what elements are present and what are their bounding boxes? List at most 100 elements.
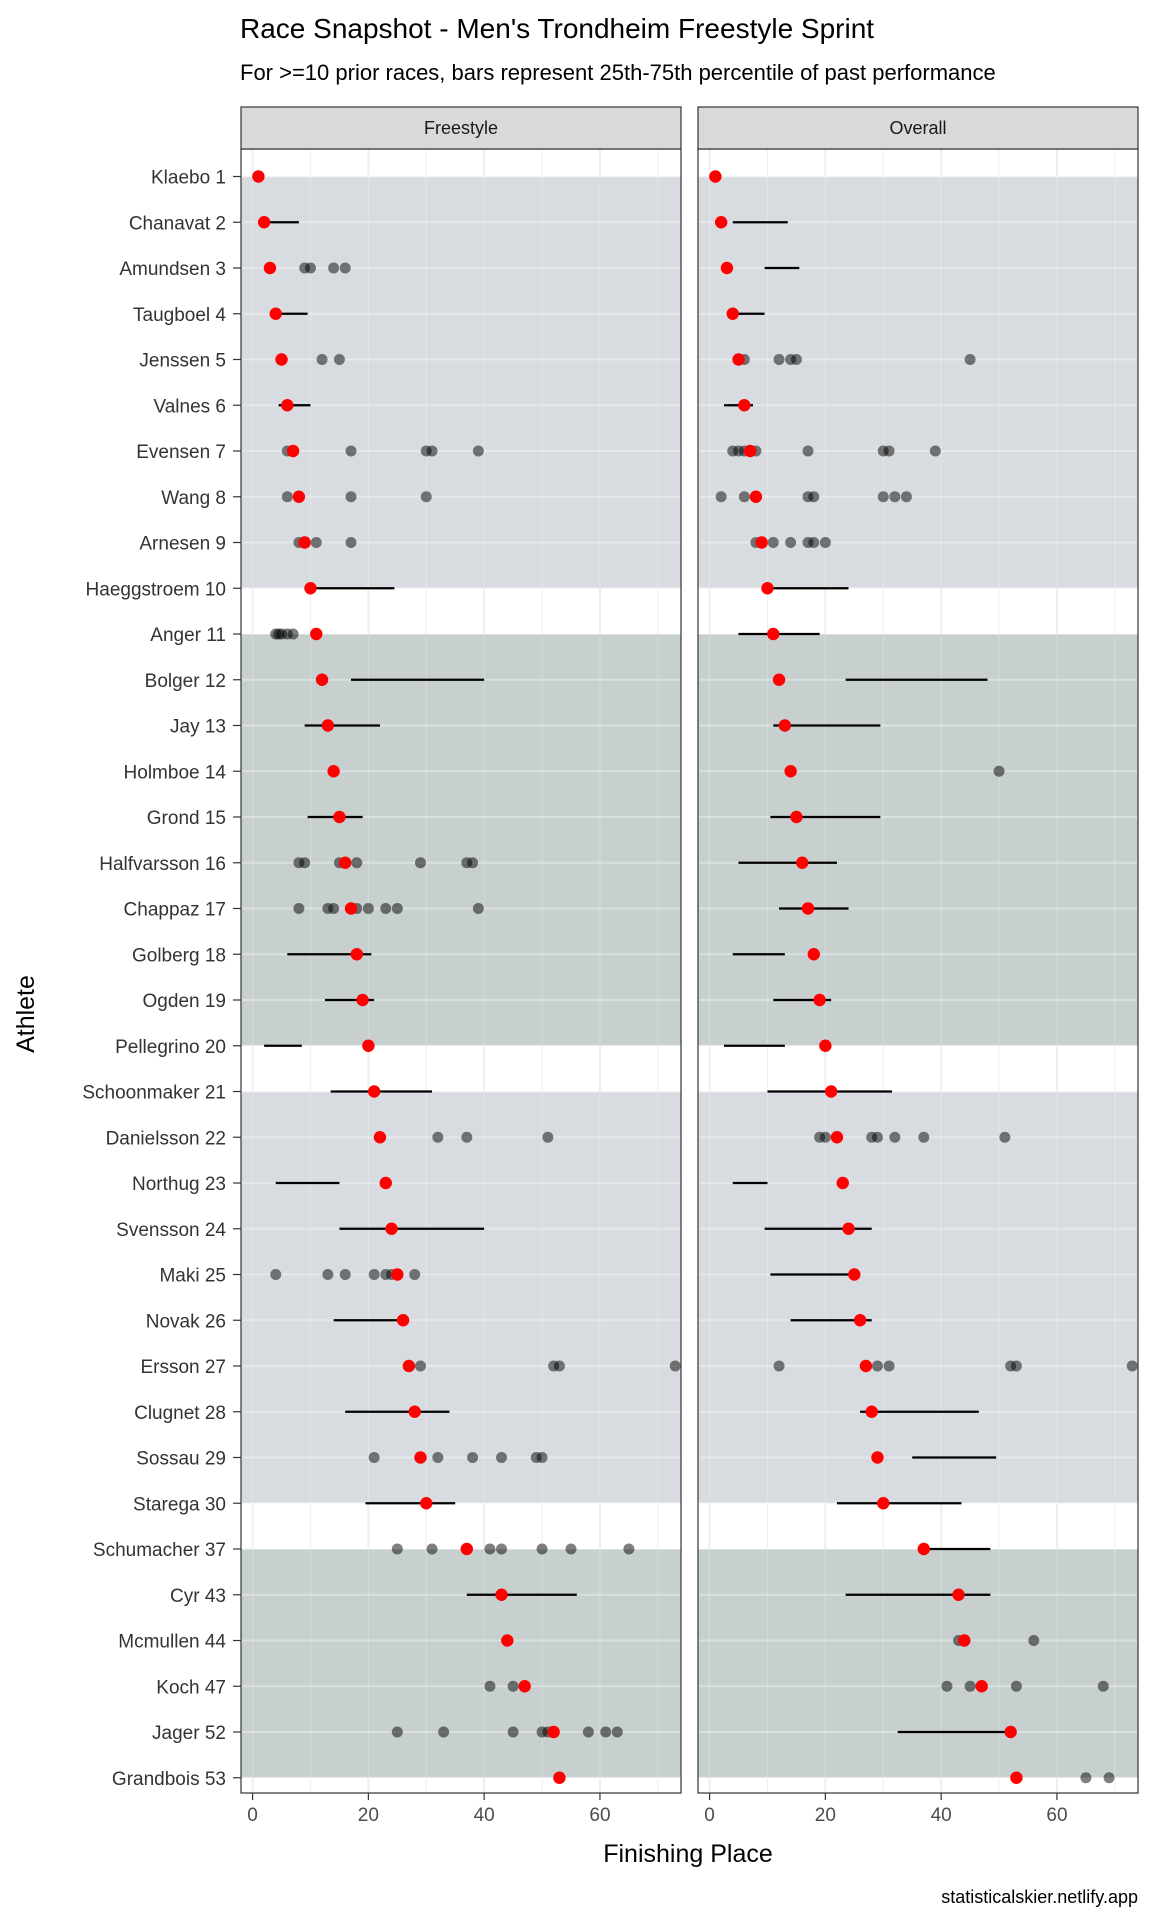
past-result-point (293, 903, 305, 914)
y-tick-label: Starega 30 (133, 1494, 226, 1515)
past-result-point (623, 1543, 635, 1555)
current-place-point (859, 1359, 873, 1373)
current-place-point (292, 490, 306, 503)
facet-strip-overall: Overall (697, 106, 1139, 150)
current-place-point (350, 948, 363, 961)
past-result-point (507, 1680, 519, 1692)
past-result-point (304, 262, 316, 274)
facet-strip-label: Overall (889, 118, 946, 138)
current-place-point (877, 1497, 890, 1510)
past-result-point (461, 1131, 473, 1143)
current-place-point (842, 1222, 855, 1235)
x-tick-label: 60 (589, 1805, 610, 1826)
current-place-point (738, 399, 751, 412)
y-tick-label: Koch 47 (156, 1677, 226, 1698)
past-result-point (351, 857, 363, 869)
past-result-point (941, 1680, 953, 1692)
past-result-point (368, 1452, 380, 1463)
past-result-point (536, 1543, 548, 1555)
tier-band-light (241, 176, 681, 589)
current-place-point (732, 353, 745, 366)
current-place-point (257, 216, 271, 229)
current-place-point (824, 1085, 838, 1098)
y-tick-label: Arnesen 9 (139, 534, 226, 555)
past-result-point (1028, 1635, 1040, 1646)
past-result-point (362, 903, 374, 914)
past-result-point (600, 1726, 612, 1738)
past-result-point (883, 1360, 895, 1372)
past-result-point (316, 354, 328, 365)
current-place-point (720, 261, 734, 275)
current-place-point (553, 1771, 566, 1784)
chart-title: Race Snapshot - Men's Trondheim Freestyl… (240, 13, 874, 44)
past-result-point (1126, 1360, 1138, 1372)
past-result-point (299, 857, 311, 869)
y-tick-label: Sossau 29 (136, 1449, 226, 1470)
past-result-point (380, 903, 392, 914)
y-tick-label: Evensen 7 (136, 442, 226, 463)
y-tick-label: Danielsson 22 (106, 1128, 226, 1149)
current-place-point (801, 902, 815, 915)
current-place-point (396, 1314, 410, 1327)
facet-strip-background (240, 106, 682, 150)
current-place-point (460, 1542, 473, 1556)
y-tick-label: Jenssen 5 (139, 351, 226, 372)
past-result-point (611, 1726, 623, 1738)
past-result-point (420, 491, 432, 503)
current-place-point (373, 1131, 387, 1144)
past-result-point (426, 1543, 438, 1555)
current-place-point (286, 444, 300, 458)
y-tick-label: Valnes 6 (153, 396, 226, 417)
current-place-point (749, 490, 763, 503)
past-result-point (900, 491, 912, 503)
current-place-point (726, 307, 739, 320)
past-result-point (819, 1131, 831, 1143)
past-result-point (310, 537, 322, 548)
current-place-point (714, 216, 728, 229)
past-result-point (322, 1269, 334, 1280)
y-tick-label: Grond 15 (147, 808, 226, 829)
current-place-point (501, 1634, 514, 1647)
past-result-point (767, 537, 779, 548)
past-result-point (582, 1726, 594, 1738)
facet-strip-freestyle: Freestyle (240, 106, 682, 150)
past-result-point (964, 1680, 976, 1692)
current-place-point (1004, 1725, 1017, 1739)
current-place-point (975, 1680, 988, 1693)
facet-panel-freestyle (240, 148, 682, 1794)
past-result-point (1103, 1772, 1115, 1784)
past-result-point (785, 537, 797, 548)
past-result-point (484, 1680, 496, 1692)
current-place-point (709, 170, 722, 183)
current-place-point (518, 1680, 531, 1693)
past-result-point (484, 1543, 496, 1555)
current-place-point (367, 1085, 381, 1098)
x-axis: 0 20 40 60 0 20 40 60 (247, 1793, 1068, 1826)
current-place-point (958, 1634, 971, 1647)
past-result-point (1010, 1680, 1022, 1692)
y-tick-label: Schumacher 37 (93, 1540, 226, 1561)
past-result-point (1010, 1360, 1022, 1372)
chart-subtitle: For >=10 prior races, bars represent 25t… (240, 60, 996, 85)
y-tick-label: Mcmullen 44 (118, 1632, 226, 1653)
past-result-point (808, 491, 820, 503)
past-result-point (738, 491, 750, 503)
current-place-point (414, 1451, 427, 1464)
past-result-point (339, 262, 351, 274)
y-tick-label: Holmboe 14 (124, 762, 227, 783)
past-result-point (472, 445, 484, 457)
past-result-point (368, 1269, 380, 1280)
x-tick-label: 0 (704, 1805, 715, 1826)
current-place-point (420, 1497, 433, 1510)
past-result-point (281, 491, 293, 503)
past-result-point (889, 1131, 901, 1143)
past-result-point (467, 857, 479, 869)
current-place-point (310, 627, 323, 641)
current-place-point (952, 1588, 965, 1601)
past-result-point (819, 537, 831, 548)
current-place-point (772, 673, 786, 686)
current-place-point (547, 1725, 560, 1739)
y-tick-label: Grandbois 53 (112, 1769, 226, 1790)
past-result-point (999, 1131, 1011, 1143)
x-axis-title: Finishing Place (603, 1840, 773, 1868)
